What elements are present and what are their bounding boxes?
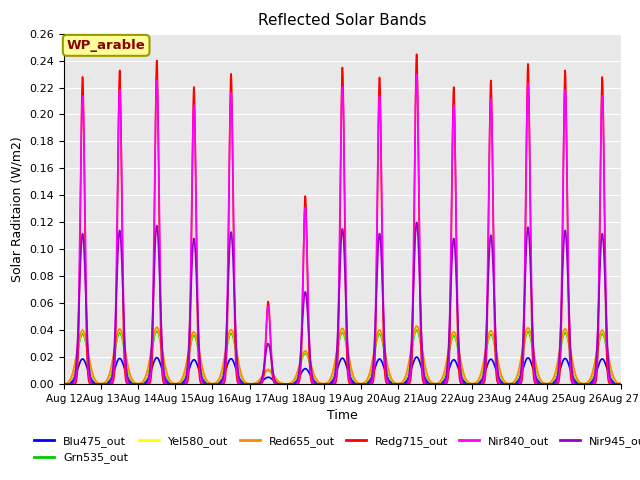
Yel580_out xyxy=(120,338,127,344)
Line: Grn535_out: Grn535_out xyxy=(64,330,640,384)
Redg715_out xyxy=(413,51,420,57)
Nir945_out xyxy=(541,381,548,387)
Grn535_out xyxy=(413,327,420,333)
Line: Nir945_out: Nir945_out xyxy=(64,222,640,384)
Yel580_out xyxy=(282,381,290,387)
Text: WP_arable: WP_arable xyxy=(67,39,145,52)
Nir945_out xyxy=(283,381,291,387)
Blu475_out xyxy=(574,380,582,386)
Redg715_out xyxy=(574,381,582,387)
Redg715_out xyxy=(120,317,127,323)
Redg715_out xyxy=(248,381,255,387)
Red655_out xyxy=(282,381,290,387)
Nir840_out xyxy=(397,381,405,387)
Blu475_out xyxy=(282,381,290,387)
Red655_out xyxy=(60,381,68,387)
Line: Red655_out: Red655_out xyxy=(64,326,640,384)
Red655_out xyxy=(248,381,255,387)
Yel580_out xyxy=(413,324,420,330)
Nir945_out xyxy=(248,381,255,387)
Line: Redg715_out: Redg715_out xyxy=(64,54,640,384)
Red655_out xyxy=(574,377,582,383)
Nir840_out xyxy=(248,381,255,387)
Yel580_out xyxy=(60,381,68,387)
Nir945_out xyxy=(413,219,420,225)
Nir840_out xyxy=(574,381,582,387)
Redg715_out xyxy=(283,381,291,387)
Nir840_out xyxy=(283,381,291,387)
Blu475_out xyxy=(120,362,127,368)
Blu475_out xyxy=(541,381,548,387)
Nir840_out xyxy=(413,72,420,77)
Line: Yel580_out: Yel580_out xyxy=(64,327,640,384)
Blu475_out xyxy=(248,381,255,387)
Yel580_out xyxy=(248,381,255,387)
Grn535_out xyxy=(120,341,127,347)
Line: Blu475_out: Blu475_out xyxy=(64,357,640,384)
Redg715_out xyxy=(397,381,405,387)
Redg715_out xyxy=(541,381,548,387)
Redg715_out xyxy=(60,381,68,387)
Yel580_out xyxy=(397,380,405,386)
Grn535_out xyxy=(60,381,68,387)
Yel580_out xyxy=(541,381,548,386)
Red655_out xyxy=(120,336,127,342)
Nir840_out xyxy=(120,287,127,292)
Nir840_out xyxy=(60,381,68,387)
Nir945_out xyxy=(60,381,68,387)
Blu475_out xyxy=(60,381,68,387)
Grn535_out xyxy=(541,381,548,386)
Blu475_out xyxy=(397,381,405,387)
Nir945_out xyxy=(120,302,127,308)
Grn535_out xyxy=(397,381,405,386)
Grn535_out xyxy=(282,381,290,387)
Y-axis label: Solar Raditaion (W/m2): Solar Raditaion (W/m2) xyxy=(11,136,24,282)
Nir945_out xyxy=(574,381,582,387)
Red655_out xyxy=(413,323,420,329)
Grn535_out xyxy=(248,381,255,387)
Blu475_out xyxy=(413,354,420,360)
Grn535_out xyxy=(574,379,582,384)
Title: Reflected Solar Bands: Reflected Solar Bands xyxy=(258,13,427,28)
Line: Nir840_out: Nir840_out xyxy=(64,74,640,384)
Red655_out xyxy=(397,380,405,386)
X-axis label: Time: Time xyxy=(327,409,358,422)
Nir840_out xyxy=(541,381,548,387)
Legend: Blu475_out, Grn535_out, Yel580_out, Red655_out, Redg715_out, Nir840_out, Nir945_: Blu475_out, Grn535_out, Yel580_out, Red6… xyxy=(30,432,640,468)
Red655_out xyxy=(541,380,548,386)
Nir945_out xyxy=(397,381,405,387)
Yel580_out xyxy=(574,378,582,384)
